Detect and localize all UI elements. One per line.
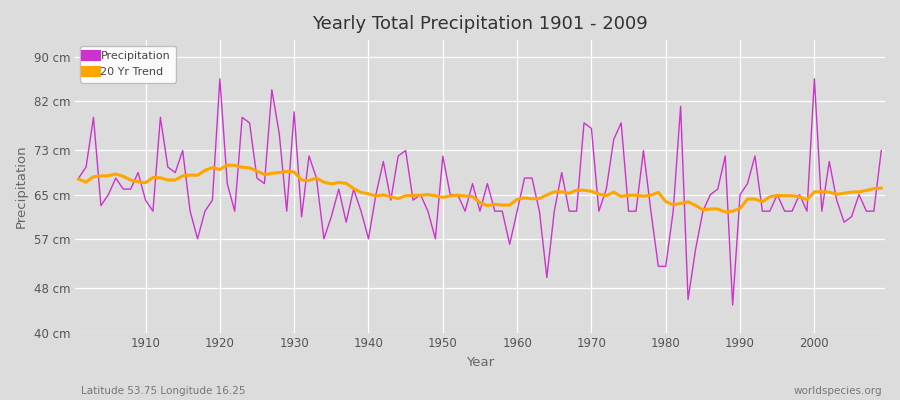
X-axis label: Year: Year — [466, 356, 494, 369]
20 Yr Trend — [222, 163, 233, 168]
20 Yr Trend — [720, 210, 731, 214]
Precipitation — [348, 187, 359, 192]
Precipitation — [132, 170, 143, 175]
Precipitation — [512, 209, 523, 214]
20 Yr Trend — [608, 190, 619, 194]
Legend: Precipitation, 20 Yr Trend: Precipitation, 20 Yr Trend — [80, 46, 176, 82]
20 Yr Trend — [512, 197, 523, 202]
20 Yr Trend — [73, 177, 84, 182]
Line: 20 Yr Trend: 20 Yr Trend — [78, 165, 881, 212]
Text: Latitude 53.75 Longitude 16.25: Latitude 53.75 Longitude 16.25 — [81, 386, 246, 396]
Text: worldspecies.org: worldspecies.org — [794, 386, 882, 396]
Precipitation — [214, 76, 225, 81]
Precipitation — [73, 176, 84, 180]
20 Yr Trend — [876, 186, 886, 190]
20 Yr Trend — [303, 178, 314, 183]
Title: Yearly Total Precipitation 1901 - 2009: Yearly Total Precipitation 1901 - 2009 — [312, 15, 648, 33]
Precipitation — [727, 302, 738, 307]
20 Yr Trend — [348, 186, 359, 191]
Line: Precipitation: Precipitation — [78, 79, 881, 305]
Precipitation — [519, 176, 530, 180]
Precipitation — [876, 148, 886, 153]
Precipitation — [608, 137, 619, 142]
Precipitation — [303, 154, 314, 158]
20 Yr Trend — [519, 196, 530, 200]
Y-axis label: Precipitation: Precipitation — [15, 144, 28, 228]
20 Yr Trend — [132, 179, 143, 184]
